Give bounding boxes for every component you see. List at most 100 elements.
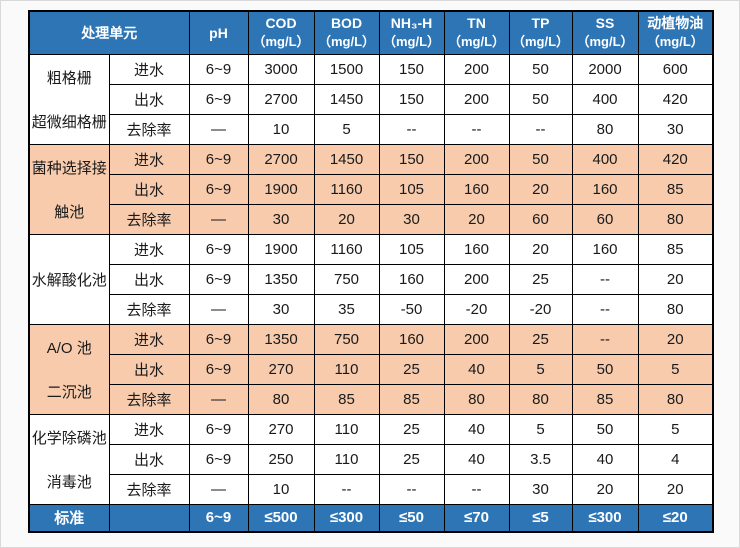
row-type-label: 出水 xyxy=(108,443,190,475)
value-cell: 50 xyxy=(571,353,639,385)
value-cell: -- xyxy=(378,113,445,145)
col-header-cod: COD （mg/L） xyxy=(247,10,315,55)
standard-value-cell: ≤500 xyxy=(247,503,315,533)
unit-name: 二沉池 xyxy=(46,383,92,401)
value-cell: 40 xyxy=(443,413,510,445)
col-header-unit-label: （mg/L） xyxy=(511,34,570,50)
value-cell: 150 xyxy=(378,53,445,85)
col-header-label: 动植物油 xyxy=(647,15,704,32)
value-cell: 80 xyxy=(247,383,315,415)
unit-names: 粗格栅 超微细格栅 xyxy=(30,55,108,143)
value-cell: 60 xyxy=(508,203,573,235)
value-cell: -20 xyxy=(443,293,510,325)
value-cell: 25 xyxy=(378,353,445,385)
value-cell: -- xyxy=(443,473,510,505)
table-row: 去除率 — 10 5 -- -- -- 80 30 xyxy=(29,113,714,145)
value-cell: 85 xyxy=(637,233,714,265)
value-cell: 85 xyxy=(571,383,639,415)
value-cell: -- xyxy=(443,113,510,145)
col-header-unit-label: （mg/L） xyxy=(252,34,310,50)
value-cell: 200 xyxy=(443,53,510,85)
value-cell: -- xyxy=(571,293,639,325)
unit-cell-group4: A/O 池二沉池 xyxy=(28,323,110,415)
value-cell: 270 xyxy=(247,413,315,445)
col-header-unit-label: （mg/L） xyxy=(447,34,506,50)
value-cell: 20 xyxy=(313,203,380,235)
value-cell: 80 xyxy=(443,383,510,415)
table-row: 去除率 — 80 85 85 80 80 85 80 xyxy=(29,383,714,415)
value-cell: 80 xyxy=(508,383,573,415)
row-type-label: 出水 xyxy=(108,173,190,205)
table-row: 菌种选择接 触池 进水 6~9 2700 1450 150 200 50 400 … xyxy=(28,143,714,235)
unit-name: 消毒池 xyxy=(46,473,92,491)
table-row: 出水 6~9 270 110 25 40 5 50 5 xyxy=(29,353,714,385)
value-cell: 6~9 xyxy=(188,173,249,205)
standard-value-cell: ≤300 xyxy=(313,503,380,533)
col-header-unit-label: （mg/L） xyxy=(576,34,634,50)
value-cell: 2700 xyxy=(247,143,315,175)
value-cell: 50 xyxy=(508,53,573,85)
value-cell: 25 xyxy=(378,443,445,475)
value-cell: 1350 xyxy=(247,323,315,355)
value-cell: 80 xyxy=(637,203,714,235)
row-type-label: 去除率 xyxy=(108,473,190,505)
unit-names: 菌种选择接 触池 xyxy=(30,145,108,233)
value-cell: 1450 xyxy=(313,83,380,115)
unit-name: 超微细格栅 xyxy=(31,113,107,131)
value-cell: — xyxy=(188,383,249,415)
value-cell: 6~9 xyxy=(188,443,249,475)
table-row: 去除率 — 30 20 30 20 60 60 80 xyxy=(29,203,714,235)
value-cell: 85 xyxy=(313,383,380,415)
table-row: 去除率 — 10 -- -- -- 30 20 20 xyxy=(29,473,714,505)
value-cell: 2000 xyxy=(571,53,639,85)
value-cell: 750 xyxy=(313,323,380,355)
value-cell: 1500 xyxy=(313,53,380,85)
col-header-unit-label: （mg/L） xyxy=(382,34,441,50)
standard-value-cell: ≤50 xyxy=(378,503,445,533)
unit-name: 粗格栅 xyxy=(46,69,92,87)
value-cell: 30 xyxy=(508,473,573,505)
value-cell: 6~9 xyxy=(188,83,249,115)
value-cell: 600 xyxy=(637,53,714,85)
value-cell: 1160 xyxy=(313,233,380,265)
unit-cell-group3: 水解酸化池 xyxy=(28,233,110,325)
value-cell: -- xyxy=(313,473,380,505)
value-cell: -20 xyxy=(508,293,573,325)
value-cell: 1900 xyxy=(247,233,315,265)
value-cell: 20 xyxy=(637,323,714,355)
value-cell: 105 xyxy=(378,233,445,265)
table-row: 水解酸化池 进水 6~9 1900 1160 105 160 20 160 85 xyxy=(28,233,714,325)
value-cell: 30 xyxy=(637,113,714,145)
table-row: A/O 池二沉池 进水 6~9 1350 750 160 200 25 -- 2… xyxy=(28,323,714,415)
value-cell: — xyxy=(188,113,249,145)
value-cell: 160 xyxy=(378,323,445,355)
value-cell: 20 xyxy=(637,473,714,505)
value-cell: 420 xyxy=(637,143,714,175)
value-cell: 6~9 xyxy=(188,53,249,85)
value-cell: -- xyxy=(571,323,639,355)
value-cell: 6~9 xyxy=(188,413,249,445)
value-cell: 25 xyxy=(378,413,445,445)
col-header-tn: TN （mg/L） xyxy=(443,10,510,55)
col-header-label: COD xyxy=(265,15,297,32)
value-cell: 6~9 xyxy=(188,263,249,295)
unit-cell-group5: 化学除磷池 消毒池 xyxy=(28,413,110,505)
value-cell: 1900 xyxy=(247,173,315,205)
unit-name: 菌种选择接 xyxy=(31,159,107,177)
col-header-nh3h: NH₃-H （mg/L） xyxy=(378,10,445,55)
col-header-ph: pH xyxy=(188,10,249,55)
unit-name: 化学除磷池 xyxy=(31,429,107,447)
value-cell: 25 xyxy=(508,323,573,355)
value-cell: 5 xyxy=(313,113,380,145)
value-cell: 150 xyxy=(378,83,445,115)
unit-names: 化学除磷池 消毒池 xyxy=(30,415,108,503)
value-cell: 1160 xyxy=(313,173,380,205)
value-cell: 30 xyxy=(247,203,315,235)
value-cell: 30 xyxy=(378,203,445,235)
value-cell: 20 xyxy=(508,233,573,265)
row-type-label: 进水 xyxy=(108,53,190,85)
value-cell: -50 xyxy=(378,293,445,325)
value-cell: 20 xyxy=(637,263,714,295)
value-cell: 250 xyxy=(247,443,315,475)
col-header-unit: 处理单元 xyxy=(28,10,190,55)
